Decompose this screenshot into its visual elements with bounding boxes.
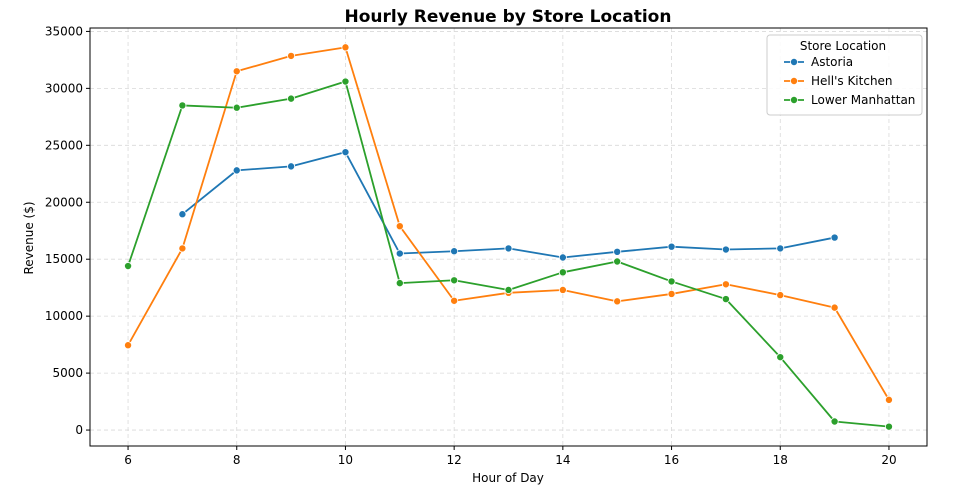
legend-item-hell-s-kitchen: Hell's Kitchen xyxy=(784,74,893,88)
data-point xyxy=(395,279,404,288)
data-point xyxy=(124,341,133,350)
series-layer xyxy=(124,43,893,431)
y-tick-label: 20000 xyxy=(45,195,83,209)
axes: 6 8 10 12 14 16 18 20 0 5000 10000 15000 20000 25000 3… xyxy=(45,24,928,467)
legend-swatch-marker xyxy=(790,58,799,67)
data-point xyxy=(232,103,241,112)
data-point xyxy=(232,166,241,175)
data-point xyxy=(504,285,513,294)
data-point xyxy=(558,253,567,262)
x-tick-label: 14 xyxy=(555,453,570,467)
data-point xyxy=(341,148,350,157)
data-point xyxy=(776,353,785,362)
data-point xyxy=(124,262,133,271)
legend-label: Lower Manhattan xyxy=(811,93,915,107)
legend-swatch-marker xyxy=(790,96,799,105)
legend-frame xyxy=(766,34,923,116)
y-tick-label: 5000 xyxy=(52,366,83,380)
data-point xyxy=(613,297,622,306)
x-tick-label: 12 xyxy=(447,453,462,467)
data-point xyxy=(884,422,893,431)
y-tick-label: 30000 xyxy=(45,81,83,95)
data-point xyxy=(558,285,567,294)
legend-item-astoria: Astoria xyxy=(784,55,853,69)
data-point xyxy=(667,242,676,251)
data-point xyxy=(776,291,785,300)
series-lower-manhattan xyxy=(124,77,893,431)
x-axis-label: Hour of Day xyxy=(472,471,544,485)
x-tick-label: 20 xyxy=(881,453,896,467)
data-point xyxy=(667,277,676,286)
data-point xyxy=(450,247,459,256)
x-tick-label: 6 xyxy=(124,453,132,467)
data-point xyxy=(558,268,567,277)
data-point xyxy=(178,101,187,110)
series-astoria xyxy=(178,148,839,262)
data-point xyxy=(232,67,241,76)
y-axis-label: Revenue ($) xyxy=(22,201,36,274)
legend-item-lower-manhattan: Lower Manhattan xyxy=(784,93,915,107)
data-point xyxy=(830,303,839,312)
data-point xyxy=(504,244,513,253)
y-tick-label: 10000 xyxy=(45,309,83,323)
plot-frame xyxy=(89,27,928,447)
legend-swatch-marker xyxy=(790,77,799,86)
data-point xyxy=(287,51,296,60)
y-tick-label: 15000 xyxy=(45,252,83,266)
data-point xyxy=(450,296,459,305)
x-tick-label: 16 xyxy=(664,453,679,467)
data-point xyxy=(721,280,730,289)
series-line-lower-manhattan xyxy=(127,80,890,428)
data-point xyxy=(830,417,839,426)
data-point xyxy=(341,43,350,52)
data-point xyxy=(178,244,187,253)
legend-title: Store Location xyxy=(800,39,886,53)
y-tick-label: 35000 xyxy=(45,24,83,38)
data-point xyxy=(830,233,839,242)
series-line-astoria xyxy=(181,151,836,259)
data-point xyxy=(450,276,459,285)
data-point xyxy=(287,162,296,171)
legend-label: Hell's Kitchen xyxy=(811,74,893,88)
data-point xyxy=(613,257,622,266)
legend-label: Astoria xyxy=(811,55,853,69)
data-point xyxy=(667,289,676,298)
data-point xyxy=(178,210,187,219)
data-point xyxy=(884,395,893,404)
data-point xyxy=(776,244,785,253)
data-point xyxy=(613,247,622,256)
data-point xyxy=(395,222,404,231)
data-point xyxy=(721,295,730,304)
legend: Store Location Astoria Hell's Kitchen Lowe… xyxy=(766,34,923,116)
x-tick-label: 8 xyxy=(233,453,241,467)
chart-title: Hourly Revenue by Store Location xyxy=(345,7,672,27)
x-tick-label: 18 xyxy=(773,453,788,467)
data-point xyxy=(341,77,350,86)
y-tick-label: 0 xyxy=(75,423,83,437)
data-point xyxy=(395,249,404,258)
y-tick-label: 25000 xyxy=(45,138,83,152)
data-point xyxy=(721,245,730,254)
x-tick-label: 10 xyxy=(338,453,353,467)
data-point xyxy=(287,94,296,103)
